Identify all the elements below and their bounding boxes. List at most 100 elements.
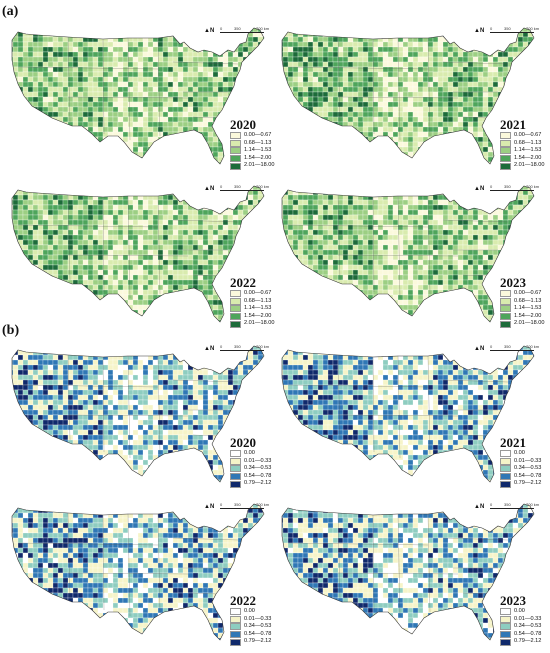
scale-label: 700 km: [256, 184, 269, 189]
legend-label: 0.00: [514, 608, 525, 616]
scale-label: 0: [490, 344, 492, 349]
legend-label: 2.01—18.00: [514, 162, 544, 170]
legend-swatch: [500, 305, 511, 312]
scale-bar-line: [220, 190, 264, 191]
scale-label: 0: [220, 184, 222, 189]
scale-bar-line: [220, 350, 264, 351]
legend-item: 1.14—1.53: [230, 305, 274, 313]
north-arrow-icon: ▲N: [474, 28, 484, 34]
panel-label-a: (a): [2, 4, 18, 20]
legend-item: 0.79—2.12: [500, 480, 541, 488]
legend-item: 2.01—18.00: [500, 162, 544, 170]
legend-item: 0.34—0.53: [500, 465, 541, 473]
scale-label: 350: [234, 184, 241, 189]
legend-swatch: [230, 147, 241, 154]
legend-label: 0.54—0.78: [514, 631, 541, 639]
map-year-title: 2020: [230, 117, 256, 133]
legend-item: 0.68—1.13: [230, 298, 274, 306]
scale-label: 700 km: [256, 26, 269, 31]
legend-item: 0.34—0.53: [230, 623, 271, 631]
legend-label: 0.34—0.53: [514, 623, 541, 631]
legend-swatch: [500, 473, 511, 480]
legend-label: 0.00: [514, 450, 525, 458]
legend-label: 0.54—0.78: [244, 473, 271, 481]
legend-label: 0.79—2.12: [514, 480, 541, 488]
legend-label: 0.01—0.33: [514, 616, 541, 624]
legend-swatch: [500, 481, 511, 488]
scale-label: 0: [220, 344, 222, 349]
legend-label: 1.54—2.00: [244, 313, 271, 321]
scale-bar: 0 350 700 km: [220, 184, 270, 194]
legend-swatch: [500, 313, 511, 320]
legend-item: 0.68—1.13: [500, 298, 544, 306]
legend-item: 0.79—2.12: [230, 480, 271, 488]
legend-item: 0.34—0.53: [230, 465, 271, 473]
legend-swatch: [230, 608, 241, 615]
legend-swatch: [230, 473, 241, 480]
legend-label: 0.34—0.53: [514, 465, 541, 473]
north-arrow-icon: ▲N: [474, 504, 484, 510]
legend-swatch: [230, 140, 241, 147]
legend-item: 0.68—1.13: [500, 140, 544, 148]
map-year-title: 2021: [500, 435, 526, 451]
legend-item: 2.01—18.00: [230, 320, 274, 328]
legend-swatch: [500, 140, 511, 147]
scale-bar-line: [490, 350, 534, 351]
scale-bar-line: [490, 190, 534, 191]
north-arrow-icon: ▲N: [474, 186, 484, 192]
legend-label: 0.00: [244, 608, 255, 616]
legend-label: 2.01—18.00: [244, 320, 274, 328]
legend-item: 0.01—0.33: [500, 616, 541, 624]
legend-label: 0.79—2.12: [244, 480, 271, 488]
map-year-title: 2023: [500, 593, 526, 609]
scale-label: 700 km: [256, 502, 269, 507]
legend-item: 0.01—0.33: [230, 616, 271, 624]
legend-swatch: [230, 290, 241, 297]
legend-item: 0.00: [500, 608, 541, 616]
legend-item: 0.54—0.78: [500, 473, 541, 481]
scale-bar-line: [490, 32, 534, 33]
north-arrow-icon: ▲N: [474, 346, 484, 352]
legend-swatch: [230, 321, 241, 328]
legend-swatch: [500, 290, 511, 297]
north-arrow-icon: ▲N: [204, 28, 214, 34]
legend-label: 0.00—0.67: [514, 132, 541, 140]
legend-item: 0.01—0.33: [500, 458, 541, 466]
legend-item: 0.00—0.67: [500, 290, 544, 298]
legend-swatch: [230, 313, 241, 320]
legend-label: 1.14—1.53: [244, 305, 271, 313]
legend-swatch: [230, 155, 241, 162]
legend-item: 0.34—0.53: [500, 623, 541, 631]
legend-label: 0.54—0.78: [244, 631, 271, 639]
legend-swatch: [230, 163, 241, 170]
legend-swatch: [500, 155, 511, 162]
legend-label: 0.01—0.33: [514, 458, 541, 466]
legend-swatch: [500, 147, 511, 154]
legend-swatch: [230, 631, 241, 638]
legend-label: 0.54—0.78: [514, 473, 541, 481]
scale-bar-line: [220, 508, 264, 509]
legend-swatch: [500, 132, 511, 139]
legend-label: 0.00: [244, 450, 255, 458]
legend-item: 1.54—2.00: [500, 155, 544, 163]
map-year-title: 2022: [230, 275, 256, 291]
scale-label: 350: [234, 502, 241, 507]
legend-item: 0.01—0.33: [230, 458, 271, 466]
legend-item: 0.54—0.78: [230, 631, 271, 639]
legend-label: 1.14—1.53: [244, 147, 271, 155]
legend-label: 0.68—1.13: [514, 298, 541, 306]
legend-swatch: [230, 458, 241, 465]
legend-label: 0.68—1.13: [244, 140, 271, 148]
